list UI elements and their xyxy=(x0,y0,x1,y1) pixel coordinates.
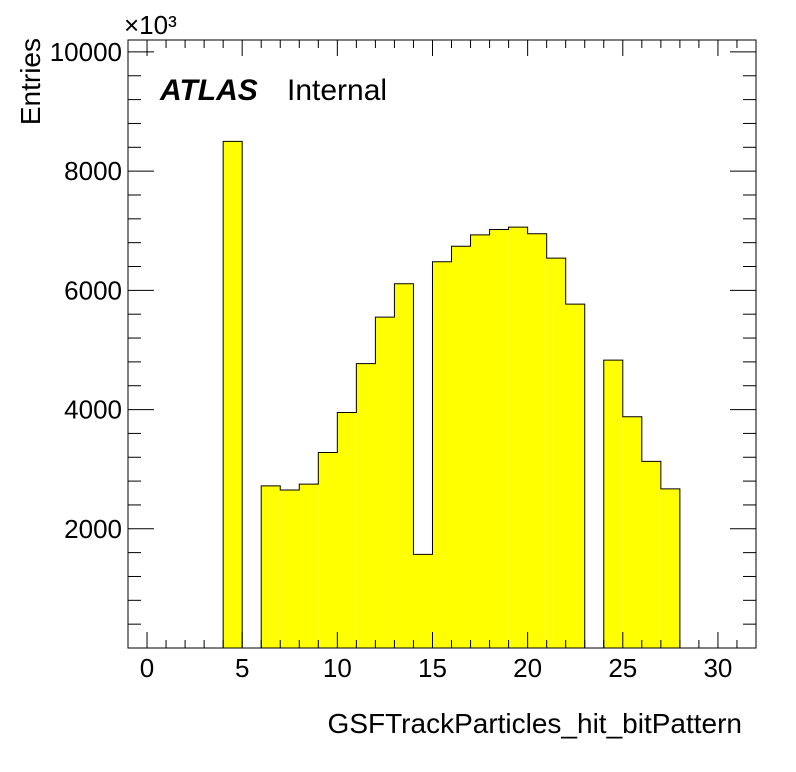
histogram-bar xyxy=(356,363,376,648)
atlas-label: ATLAS xyxy=(159,74,258,107)
y-tick-label: 4000 xyxy=(64,395,122,425)
histogram-bar xyxy=(280,490,300,648)
y-scale-exponent: ×10³ xyxy=(124,10,177,40)
histogram-bar xyxy=(622,416,642,648)
x-tick-label: 10 xyxy=(323,653,352,683)
plot-frame xyxy=(127,39,757,649)
y-axis-title: Entries xyxy=(15,38,46,125)
x-tick-label: 25 xyxy=(608,653,637,683)
histogram-bar xyxy=(603,360,623,648)
x-tick-label: 30 xyxy=(703,653,732,683)
histogram-bar xyxy=(375,317,395,648)
y-tick-label: 10000 xyxy=(50,37,122,67)
atlas-status-label: Internal xyxy=(287,74,387,107)
histogram-bar xyxy=(451,246,471,648)
histogram-bar xyxy=(489,229,509,648)
histogram-bar xyxy=(337,412,357,648)
histogram-bar xyxy=(565,304,585,648)
histogram-bar xyxy=(318,452,338,648)
y-axis-ticks: 2000 4000 6000 8000 10000 xyxy=(50,37,756,625)
histogram-bar xyxy=(432,261,452,648)
histogram-bar xyxy=(223,141,243,649)
x-tick-label: 20 xyxy=(513,653,542,683)
y-tick-label: 6000 xyxy=(64,275,122,305)
histogram-bar xyxy=(546,258,566,648)
histogram-bar xyxy=(470,234,490,648)
x-axis-title: GSFTrackParticles_hit_bitPattern xyxy=(328,708,742,739)
histogram-outline xyxy=(128,140,756,649)
histogram-bar xyxy=(394,283,414,648)
y-tick-label: 8000 xyxy=(64,156,122,186)
histogram-bar xyxy=(641,461,661,648)
x-tick-label: 15 xyxy=(418,653,447,683)
histogram-bar xyxy=(299,484,319,648)
histogram-bars xyxy=(223,141,680,649)
x-tick-label: 5 xyxy=(235,653,249,683)
y-tick-label: 2000 xyxy=(64,514,122,544)
histogram-bar xyxy=(527,233,547,648)
histogram-bar xyxy=(660,488,680,648)
x-axis-ticks: 0 5 10 15 20 25 30 xyxy=(140,40,738,683)
x-tick-label: 0 xyxy=(140,653,154,683)
histogram-bar xyxy=(413,554,433,648)
histogram-bar xyxy=(261,485,281,648)
histogram-bar xyxy=(508,227,528,648)
